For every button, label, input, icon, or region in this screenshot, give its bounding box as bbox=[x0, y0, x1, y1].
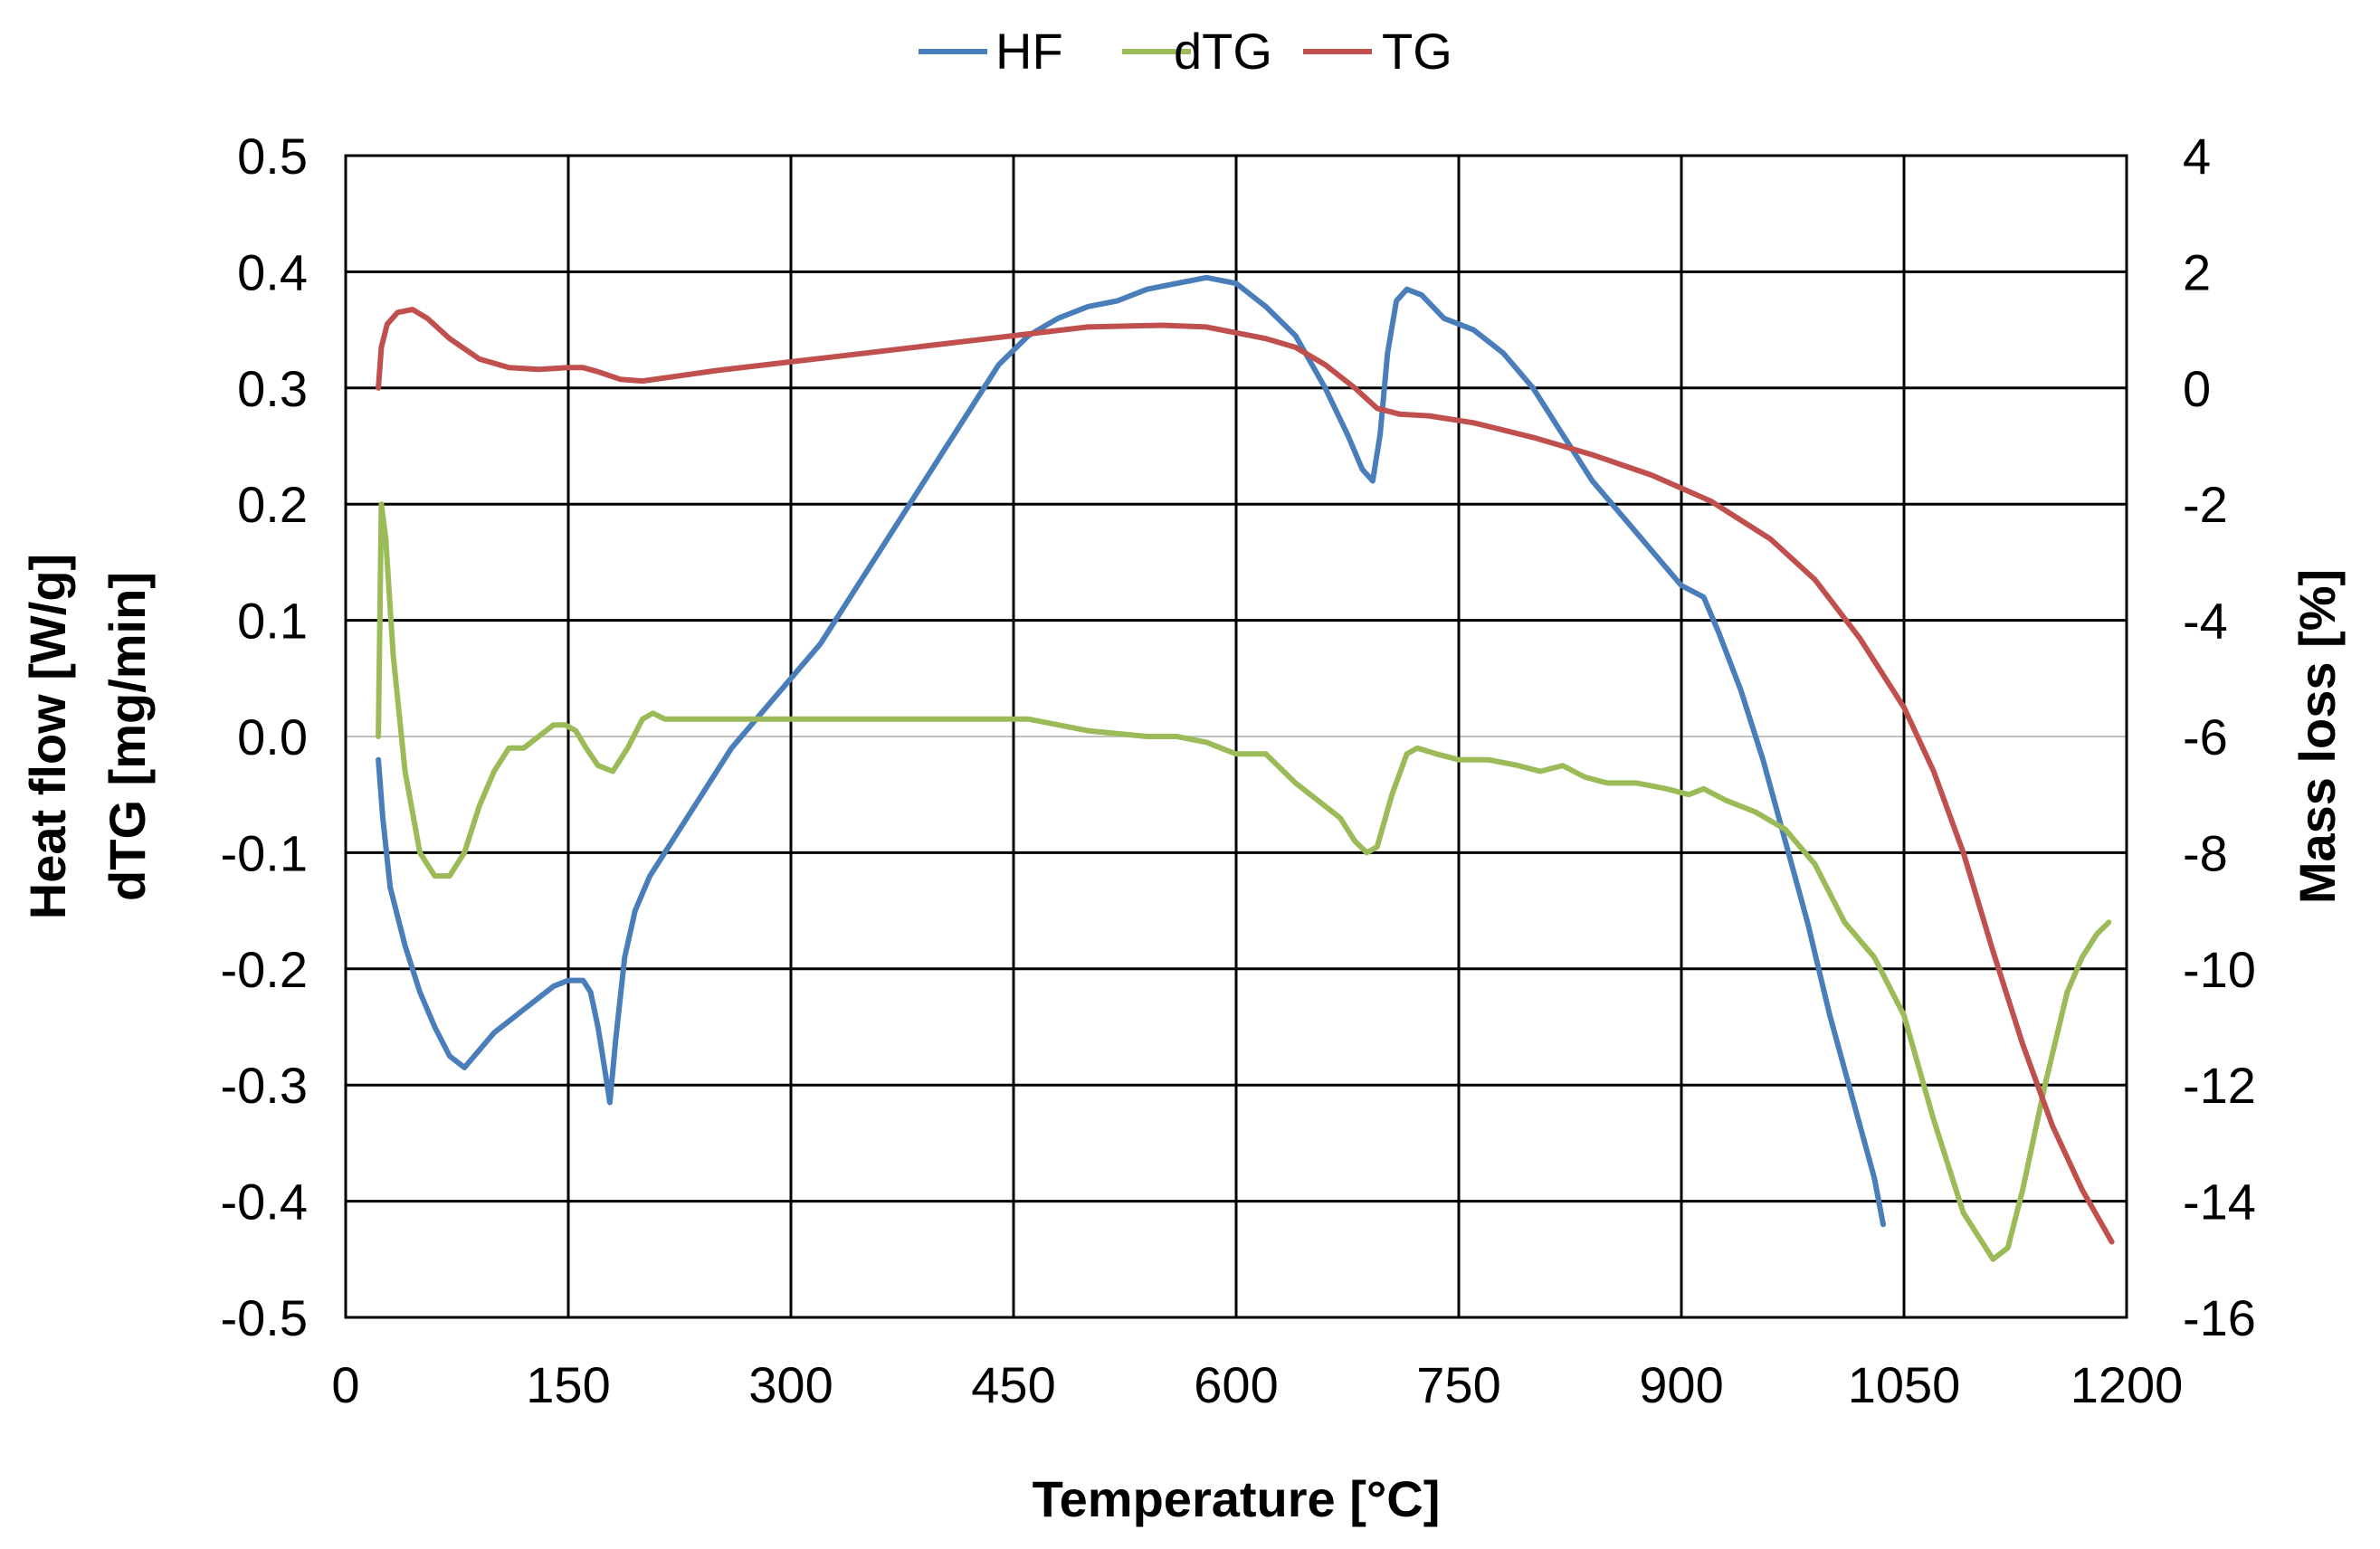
right-tick-label: -2 bbox=[2183, 476, 2228, 533]
legend: HF dTG TG bbox=[919, 23, 1452, 80]
left-tick-label: 0.4 bbox=[237, 243, 308, 300]
left-tick-label: 0.2 bbox=[237, 476, 308, 533]
right-tick-label: -12 bbox=[2183, 1057, 2256, 1114]
series-line-tg bbox=[376, 307, 2115, 1245]
left-tick-label: 0.0 bbox=[237, 708, 308, 765]
x-tick-label: 1200 bbox=[2071, 1356, 2184, 1413]
x-axis-title: Temperature [°C] bbox=[1033, 1470, 1441, 1527]
series-line-hf bbox=[376, 274, 1886, 1228]
right-tick-label: -4 bbox=[2183, 593, 2228, 650]
left-tick-label: -0.4 bbox=[221, 1174, 309, 1231]
x-tick-label: 1050 bbox=[1848, 1356, 1961, 1413]
x-axis-tick-labels: 0 150 300 450 600 750 900 1050 1200 bbox=[331, 1356, 2183, 1413]
left-tick-label: -0.5 bbox=[221, 1289, 309, 1346]
right-tick-label: 4 bbox=[2183, 128, 2211, 185]
legend-label-tg: TG bbox=[1382, 23, 1452, 80]
left-tick-label: 0.5 bbox=[237, 128, 308, 185]
left-tick-label: -0.1 bbox=[221, 824, 309, 881]
right-tick-label: -14 bbox=[2183, 1174, 2256, 1231]
right-tick-label: 2 bbox=[2183, 243, 2211, 300]
left-axis-title-dtg: dTG [mg/min] bbox=[99, 572, 156, 901]
left-tick-label: 0.3 bbox=[237, 360, 308, 417]
left-axis-title-heat-flow: Heat flow [W/g] bbox=[19, 554, 76, 919]
series-line-dtg bbox=[376, 501, 2112, 1262]
right-tick-label: -10 bbox=[2183, 941, 2256, 998]
plot-area-frame bbox=[344, 154, 2128, 1319]
right-tick-label: -8 bbox=[2183, 824, 2228, 881]
legend-label-hf: HF bbox=[995, 23, 1063, 80]
legend-label-dtg: dTG bbox=[1174, 23, 1272, 80]
x-tick-label: 900 bbox=[1639, 1356, 1723, 1413]
right-tick-label: 0 bbox=[2183, 360, 2211, 417]
left-tick-label: -0.2 bbox=[221, 941, 309, 998]
x-tick-label: 600 bbox=[1194, 1356, 1278, 1413]
left-tick-label: -0.3 bbox=[221, 1057, 309, 1114]
right-axis-tick-labels: 4 2 0 -2 -4 -6 -8 -10 -12 -14 -16 bbox=[2183, 128, 2256, 1346]
x-tick-label: 750 bbox=[1416, 1356, 1500, 1413]
left-tick-label: 0.1 bbox=[237, 593, 308, 650]
right-axis-title: Mass loss [%] bbox=[2289, 569, 2346, 904]
x-tick-label: 300 bbox=[748, 1356, 833, 1413]
x-tick-label: 150 bbox=[526, 1356, 610, 1413]
grid bbox=[344, 154, 2128, 1319]
right-tick-label: -6 bbox=[2183, 708, 2228, 765]
x-tick-label: 0 bbox=[331, 1356, 359, 1413]
series-group bbox=[376, 274, 2115, 1262]
x-tick-label: 450 bbox=[971, 1356, 1055, 1413]
left-axis-tick-labels: 0.5 0.4 0.3 0.2 0.1 0.0 -0.1 -0.2 -0.3 -0.4 -0.5 bbox=[221, 128, 309, 1346]
right-tick-label: -16 bbox=[2183, 1289, 2256, 1346]
